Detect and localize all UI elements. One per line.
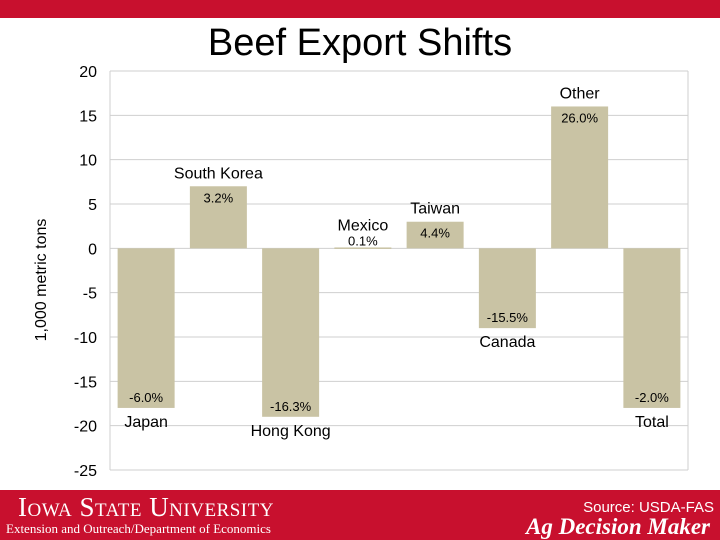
bar-percent-label: -2.0% [635, 390, 669, 405]
category-label: Canada [479, 334, 535, 351]
bar-percent-label: -16.3% [270, 399, 312, 414]
y-tick-label: 5 [88, 197, 97, 214]
top-accent-bar [0, 0, 720, 18]
university-logo-text: Iowa State University [18, 492, 274, 522]
bar [189, 186, 247, 249]
y-tick-label: -25 [74, 463, 97, 480]
bar-percent-label: -6.0% [129, 390, 163, 405]
bar-percent-label: 26.0% [561, 110, 598, 125]
category-label: Mexico [338, 217, 389, 234]
chart-title: Beef Export Shifts [207, 22, 513, 64]
category-label: Taiwan [410, 201, 460, 218]
category-label: Hong Kong [251, 423, 331, 440]
source-text: Source: USDA-FAS [583, 499, 714, 516]
y-axis-label: 1,000 metric tons [33, 219, 50, 342]
y-tick-label: 15 [79, 108, 97, 125]
bar [406, 221, 464, 249]
y-tick-label: -10 [74, 330, 97, 347]
y-tick-label: -5 [83, 286, 97, 303]
footer-bar [0, 490, 720, 540]
bar [334, 247, 392, 249]
category-label: Total [635, 414, 669, 431]
bar-percent-label: 0.1% [348, 233, 378, 248]
bar [117, 248, 175, 408]
y-tick-label: -15 [74, 374, 97, 391]
category-label: South Korea [174, 165, 263, 182]
bar-percent-label: -15.5% [487, 310, 529, 325]
bar-labels: -6.0% Japan 3.2% South Korea -16.3% Hong Kong… [124, 85, 669, 439]
category-label: Japan [124, 414, 168, 431]
program-logo-text: Ag Decision Maker [526, 514, 710, 539]
y-tick-label: -20 [74, 419, 97, 436]
bar [623, 248, 681, 408]
bar [262, 248, 320, 417]
bar-percent-label: 3.2% [204, 190, 234, 205]
bars [117, 106, 681, 417]
y-tick-label: 20 [79, 64, 97, 81]
bar [478, 248, 536, 329]
bar-percent-label: 4.4% [420, 226, 450, 241]
bar-chart: 20 15 10 5 0 -5 -10 -15 -20 -25 -6.0% Japan 3.2% Sou… [33, 64, 689, 480]
y-axis: 20 15 10 5 0 -5 -10 -15 -20 -25 [74, 64, 689, 480]
bar [551, 106, 609, 249]
y-tick-label: 0 [88, 241, 97, 258]
gridlines [110, 70, 688, 471]
department-text: Extension and Outreach/Department of Eco… [6, 521, 271, 536]
y-tick-label: 10 [79, 153, 97, 170]
category-label: Other [560, 85, 601, 102]
